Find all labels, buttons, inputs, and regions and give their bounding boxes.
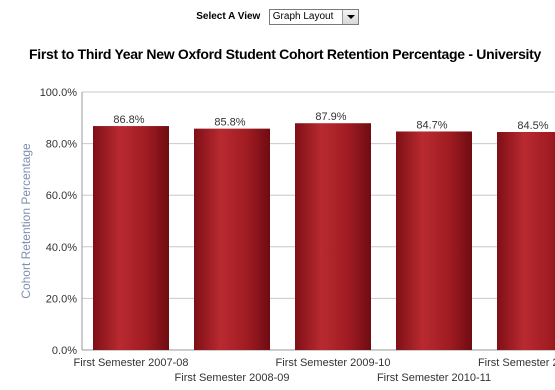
data-labels: 86.8% 85.8% 87.9% 84.7% 84.5% [113, 111, 548, 132]
y-tick-label: 0.0% [52, 345, 77, 357]
y-tick-label: 40.0% [46, 242, 77, 254]
bar [194, 128, 270, 350]
y-tick-label: 60.0% [46, 190, 77, 202]
data-label: 84.5% [517, 120, 548, 132]
x-tick-label: First Semester 2011-12 [478, 357, 555, 369]
bar [295, 123, 371, 350]
data-label: 85.8% [214, 117, 245, 129]
bars [93, 123, 555, 350]
data-label: 86.8% [113, 114, 144, 126]
chevron-down-icon[interactable] [341, 9, 358, 24]
x-axis: First Semester 2007-08 First Semester 200… [74, 357, 555, 384]
view-select-dropdown[interactable]: Graph Layout [268, 8, 359, 25]
chart-title: First to Third Year New Oxford Student C… [28, 46, 541, 62]
y-tick-label: 20.0% [46, 293, 77, 305]
bar [93, 126, 169, 350]
data-label: 87.9% [315, 111, 346, 123]
x-tick-label: First Semester 2009-10 [276, 357, 391, 369]
view-select-value: Graph Layout [272, 10, 334, 22]
x-tick-label: First Semester 2007-08 [74, 357, 189, 369]
view-selector-label: Select A View [196, 11, 261, 23]
y-tick-label: 80.0% [46, 139, 77, 151]
view-selector-bar: Select A View Graph Layout [0, 8, 555, 28]
bar [396, 131, 472, 350]
x-tick-label: First Semester 2008-09 [175, 372, 290, 384]
y-tick-label: 100.0% [40, 87, 78, 99]
data-label: 84.7% [416, 119, 447, 131]
bar [497, 131, 555, 350]
x-tick-label: First Semester 2010-11 [377, 372, 491, 384]
